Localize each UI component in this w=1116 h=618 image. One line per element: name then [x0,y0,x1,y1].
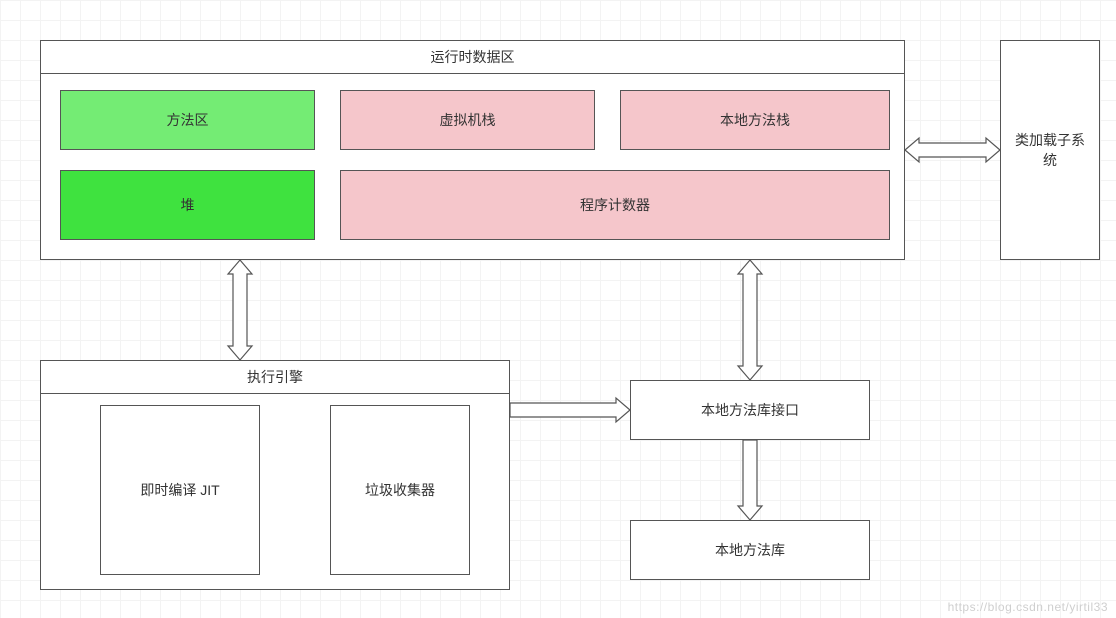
heap-label: 堆 [181,195,195,215]
native-interface-label: 本地方法库接口 [701,400,799,420]
arrow-iface-lib [730,440,770,520]
method-area-label: 方法区 [167,110,209,130]
native-stack-label: 本地方法栈 [720,110,790,130]
jit-box: 即时编译 JIT [100,405,260,575]
jit-label: 即时编译 JIT [140,480,219,500]
native-lib-box: 本地方法库 [630,520,870,580]
pc-register-box: 程序计数器 [340,170,890,240]
arrow-runtime-classloader [905,130,1000,170]
native-interface-box: 本地方法库接口 [630,380,870,440]
vm-stack-label: 虚拟机栈 [440,110,496,130]
native-lib-label: 本地方法库 [715,540,785,560]
gc-label: 垃圾收集器 [365,480,435,500]
arrow-runtime-native [730,260,770,380]
arrow-runtime-exec [220,260,260,360]
native-stack-box: 本地方法栈 [620,90,890,150]
classloader-box: 类加载子系统 [1000,40,1100,260]
method-area-box: 方法区 [60,90,315,150]
execution-engine-title: 执行引擎 [41,361,509,394]
watermark: https://blog.csdn.net/yirtil33 [948,600,1108,614]
vm-stack-box: 虚拟机栈 [340,90,595,150]
runtime-area-title: 运行时数据区 [41,41,904,74]
classloader-label: 类加载子系统 [1001,130,1099,170]
heap-box: 堆 [60,170,315,240]
arrow-exec-native [510,390,630,430]
gc-box: 垃圾收集器 [330,405,470,575]
pc-register-label: 程序计数器 [580,195,650,215]
